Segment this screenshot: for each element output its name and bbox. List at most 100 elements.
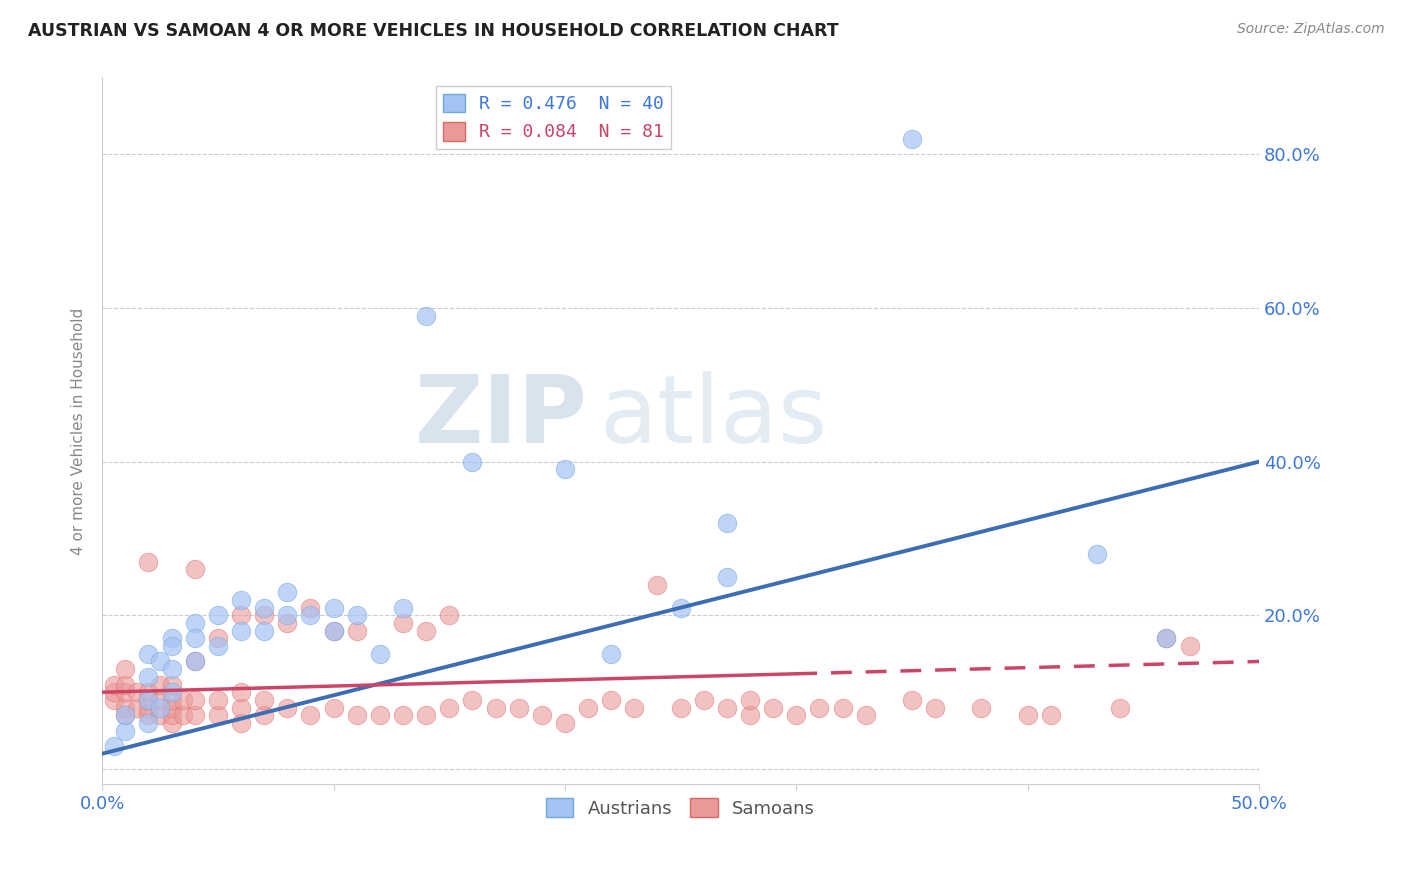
Point (114, 677, 136, 691)
Point (716, 570, 738, 584)
Point (600, 647, 623, 661)
Point (207, 632, 229, 646)
Point (125, 700, 148, 714)
Point (647, 577, 669, 591)
Point (392, 600, 415, 615)
Point (138, 693, 160, 707)
Point (392, 708, 415, 723)
Text: AUSTRIAN VS SAMOAN 4 OR MORE VEHICLES IN HOUSEHOLD CORRELATION CHART: AUSTRIAN VS SAMOAN 4 OR MORE VEHICLES IN… (28, 22, 839, 40)
Point (253, 708, 276, 723)
Point (138, 685, 160, 699)
Point (229, 593, 252, 607)
Point (276, 700, 298, 714)
Point (160, 639, 183, 653)
Point (138, 715, 160, 730)
Point (114, 662, 136, 676)
Point (855, 708, 877, 723)
Point (439, 700, 461, 714)
Point (253, 600, 276, 615)
Point (808, 700, 831, 714)
Point (970, 700, 993, 714)
Point (901, 132, 924, 146)
Point (1156, 632, 1178, 646)
Point (1109, 700, 1132, 714)
Point (103, 693, 125, 707)
Point (346, 708, 368, 723)
Point (138, 647, 160, 661)
Point (346, 608, 368, 623)
Point (576, 700, 599, 714)
Point (554, 462, 576, 476)
Point (322, 624, 344, 638)
Point (138, 693, 160, 707)
Point (160, 677, 183, 691)
Point (229, 608, 252, 623)
Point (229, 624, 252, 638)
Point (1039, 708, 1062, 723)
Point (276, 608, 298, 623)
Point (253, 624, 276, 638)
Point (138, 708, 160, 723)
Point (461, 455, 484, 469)
Point (103, 677, 125, 691)
Point (508, 700, 530, 714)
Point (103, 685, 125, 699)
Point (738, 693, 761, 707)
Point (138, 555, 160, 569)
Point (184, 562, 207, 576)
Point (623, 700, 645, 714)
Point (1085, 547, 1108, 561)
Point (554, 715, 576, 730)
Point (184, 655, 207, 669)
Point (461, 693, 484, 707)
Point (207, 608, 229, 623)
Point (207, 693, 229, 707)
Point (184, 615, 207, 630)
Point (716, 700, 738, 714)
Point (322, 624, 344, 638)
Point (184, 632, 207, 646)
Point (184, 655, 207, 669)
Point (184, 708, 207, 723)
Text: ZIP: ZIP (415, 371, 588, 463)
Point (738, 708, 761, 723)
Point (901, 693, 924, 707)
Point (1156, 632, 1178, 646)
Point (299, 600, 322, 615)
Point (716, 516, 738, 530)
Point (762, 700, 785, 714)
Point (229, 685, 252, 699)
Point (322, 600, 344, 615)
Point (415, 708, 437, 723)
Y-axis label: 4 or more Vehicles in Household: 4 or more Vehicles in Household (72, 308, 86, 555)
Point (322, 700, 344, 714)
Point (160, 685, 183, 699)
Point (114, 700, 136, 714)
Point (484, 700, 506, 714)
Point (114, 708, 136, 723)
Text: Source: ZipAtlas.com: Source: ZipAtlas.com (1237, 22, 1385, 37)
Point (924, 700, 946, 714)
Point (207, 639, 229, 653)
Point (149, 693, 172, 707)
Point (368, 708, 391, 723)
Point (229, 715, 252, 730)
Point (160, 693, 183, 707)
Point (299, 608, 322, 623)
Point (253, 693, 276, 707)
Point (149, 700, 172, 714)
Point (439, 608, 461, 623)
Point (138, 700, 160, 714)
Point (160, 632, 183, 646)
Point (831, 700, 853, 714)
Point (276, 585, 298, 599)
Legend: Austrians, Samoans: Austrians, Samoans (538, 791, 823, 825)
Point (1178, 639, 1201, 653)
Point (253, 608, 276, 623)
Point (785, 708, 807, 723)
Point (368, 647, 391, 661)
Point (207, 708, 229, 723)
Point (415, 309, 437, 323)
Point (160, 715, 183, 730)
Point (103, 739, 125, 753)
